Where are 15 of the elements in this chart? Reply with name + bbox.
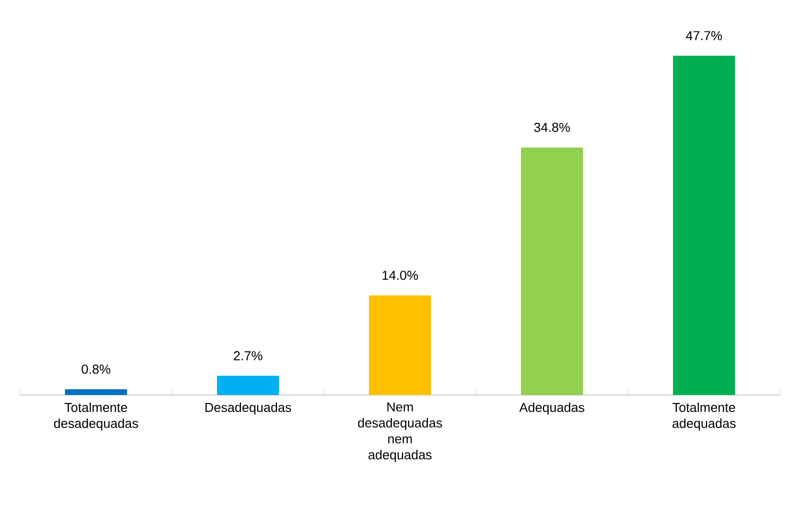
bar	[521, 147, 584, 395]
x-tick-label: Totalmente desadequadas	[54, 402, 138, 431]
data-label: 34.8%	[534, 122, 570, 132]
bar	[65, 389, 127, 395]
bar	[673, 56, 736, 395]
data-label: 2.7%	[234, 351, 262, 360]
data-label: 47.7%	[686, 31, 722, 40]
x-tick-label: Adequadas	[519, 402, 584, 415]
x-tick-label: Nem desadequadas nem adequadas	[358, 402, 442, 462]
x-tick-label: Totalmente adequadas	[672, 402, 736, 431]
x-tick-label: Desadequadas	[206, 402, 292, 415]
data-label: 0.8%	[82, 364, 110, 374]
bar	[217, 376, 280, 395]
data-label: 14.0%	[382, 270, 418, 280]
bar	[369, 295, 432, 395]
